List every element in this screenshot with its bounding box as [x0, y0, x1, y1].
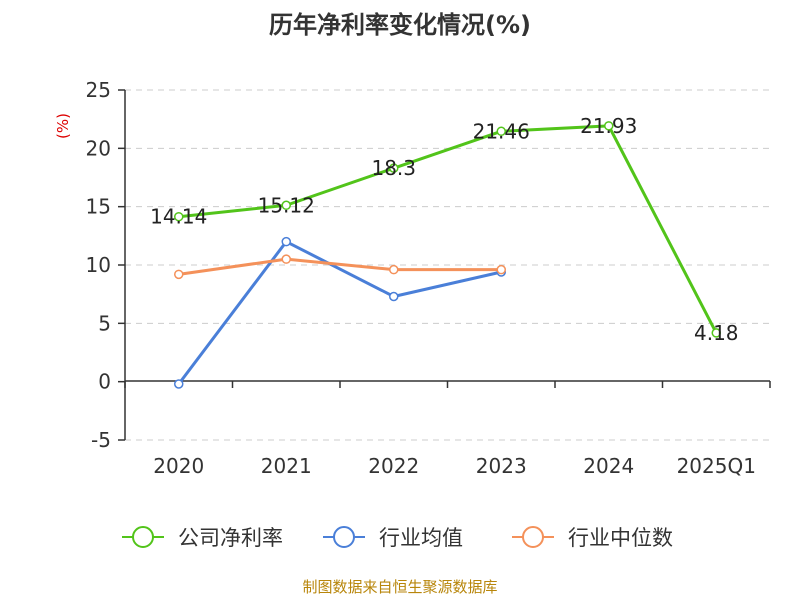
series-line-1 — [177, 240, 502, 385]
series-layer — [174, 121, 721, 389]
data-label: 21.93 — [580, 114, 637, 138]
y-tick-label: 20 — [86, 136, 111, 160]
x-tick-label: 2020 — [153, 454, 204, 478]
x-tick-label: 2024 — [583, 454, 634, 478]
data-point — [389, 291, 399, 302]
series-line-2 — [178, 257, 502, 276]
data-point — [281, 200, 291, 211]
legend-marker — [132, 526, 154, 548]
data-point — [604, 121, 614, 131]
series-line-0 — [178, 124, 718, 334]
data-point — [389, 264, 399, 275]
data-label: 4.18 — [694, 321, 739, 345]
source-note: 制图数据来自恒生聚源数据库 — [302, 578, 497, 596]
chart-title: 历年净利率变化情况(%) — [269, 11, 531, 39]
data-label: 15.12 — [258, 193, 315, 217]
y-tick-label: -5 — [91, 428, 111, 452]
data-point — [281, 236, 291, 247]
data-point — [174, 211, 184, 222]
data-point — [174, 269, 184, 280]
y-axis-unit: (%) — [54, 113, 72, 139]
data-point — [496, 126, 506, 137]
data-labels: 14.14 15.12 18.3 21.46 21.93 4.18 — [150, 114, 738, 345]
x-tick-label: 2023 — [476, 454, 527, 478]
data-label: 18.3 — [371, 156, 416, 180]
y-tick-label: 25 — [86, 78, 111, 102]
x-tick-label: 2021 — [261, 454, 312, 478]
data-point — [174, 379, 184, 389]
data-point — [711, 328, 721, 338]
legend-marker — [522, 526, 544, 548]
y-tick-label: 5 — [98, 311, 111, 335]
x-tick-label: 2025Q1 — [677, 454, 756, 478]
data-label: 14.14 — [150, 205, 207, 229]
data-point — [496, 264, 506, 275]
legend-label: 行业中位数 — [568, 526, 673, 550]
legend-label: 公司净利率 — [178, 526, 283, 550]
legend-label: 行业均值 — [379, 526, 463, 550]
data-label: 21.46 — [473, 119, 530, 143]
legend: 公司净利率 行业均值 行业中位数 — [122, 526, 673, 550]
y-tick-label: 15 — [86, 195, 111, 219]
data-point — [281, 254, 291, 264]
y-tick-label: 10 — [86, 253, 111, 277]
axes: -5 0 5 10 15 20 25 2020 2021 2022 2023 2024 2025Q1 — [86, 78, 771, 478]
y-tick-label: 0 — [98, 370, 111, 394]
x-tick-label: 2022 — [368, 454, 419, 478]
legend-marker — [333, 526, 355, 548]
data-point — [389, 163, 399, 173]
